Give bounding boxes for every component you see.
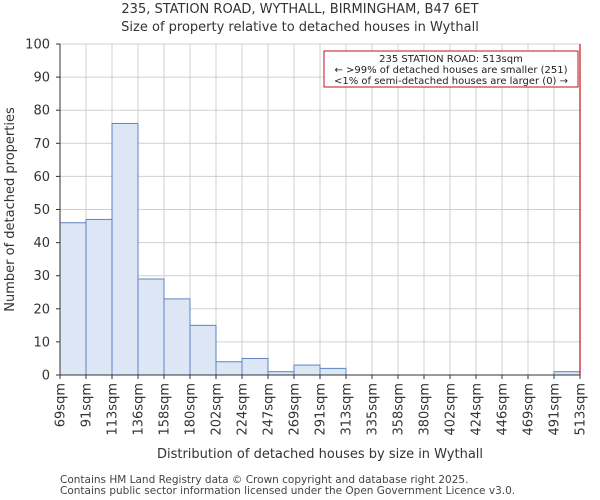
annotation-text: ← >99% of detached houses are smaller (2… — [334, 65, 567, 76]
y-tick-label: 30 — [33, 269, 50, 284]
y-tick-label: 10 — [33, 335, 50, 350]
y-tick-label: 20 — [33, 302, 50, 317]
histogram-bar — [85, 218, 113, 376]
x-tick-label: 158sqm — [158, 383, 173, 436]
histogram-bar — [215, 361, 243, 376]
x-tick-label: 224sqm — [236, 383, 251, 436]
histogram-bar — [111, 122, 139, 376]
y-tick-label: 60 — [33, 170, 50, 185]
histogram-bar — [293, 364, 321, 376]
chart-subtitle: Size of property relative to detached ho… — [121, 20, 479, 35]
histogram-bar — [163, 298, 191, 376]
x-tick-label: 91sqm — [80, 383, 95, 427]
y-tick-label: 40 — [33, 236, 50, 251]
footer-licence: Contains public sector information licen… — [60, 485, 516, 497]
x-tick-label: 113sqm — [106, 383, 121, 436]
x-axis-label: Distribution of detached houses by size … — [157, 447, 483, 462]
y-tick-label: 80 — [33, 104, 50, 119]
x-tick-label: 69sqm — [54, 383, 69, 427]
x-tick-label: 446sqm — [496, 383, 511, 436]
x-tick-label: 380sqm — [418, 383, 433, 436]
x-tick-label: 513sqm — [574, 383, 589, 436]
annotation-text: 235 STATION ROAD: 513sqm — [379, 54, 523, 65]
y-tick-label: 90 — [33, 71, 50, 86]
x-tick-label: 136sqm — [132, 383, 147, 436]
annotation-box — [323, 50, 579, 88]
histogram-bar — [319, 367, 347, 376]
y-tick-label: 50 — [33, 203, 50, 218]
y-axis-label: Number of detached properties — [3, 107, 18, 312]
x-tick-label: 469sqm — [522, 383, 537, 436]
chart-title: 235, STATION ROAD, WYTHALL, BIRMINGHAM, … — [121, 2, 479, 17]
x-tick-label: 491sqm — [548, 383, 563, 436]
y-tick-label: 100 — [25, 38, 50, 53]
x-tick-label: 180sqm — [184, 383, 199, 436]
histogram-bar — [241, 357, 269, 376]
x-tick-label: 424sqm — [470, 383, 485, 436]
x-tick-label: 291sqm — [314, 383, 329, 436]
x-tick-label: 358sqm — [392, 383, 407, 436]
x-tick-label: 402sqm — [444, 383, 459, 436]
y-tick-label: 0 — [42, 369, 50, 384]
histogram-bar — [59, 222, 87, 376]
x-tick-label: 335sqm — [366, 383, 381, 436]
annotation-text: <1% of semi-detached houses are larger (… — [334, 76, 568, 87]
y-tick-label: 70 — [33, 137, 50, 152]
footer-copyright: Contains HM Land Registry data © Crown c… — [60, 474, 469, 486]
x-tick-label: 247sqm — [262, 383, 277, 436]
x-tick-label: 202sqm — [210, 383, 225, 436]
histogram-bar — [189, 324, 217, 376]
x-tick-label: 269sqm — [288, 383, 303, 436]
histogram-bar — [137, 278, 165, 376]
x-tick-label: 313sqm — [340, 383, 355, 436]
